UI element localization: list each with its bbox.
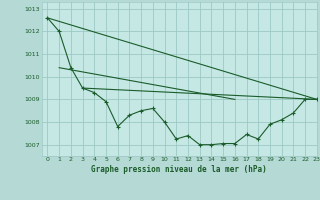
X-axis label: Graphe pression niveau de la mer (hPa): Graphe pression niveau de la mer (hPa) (91, 165, 267, 174)
